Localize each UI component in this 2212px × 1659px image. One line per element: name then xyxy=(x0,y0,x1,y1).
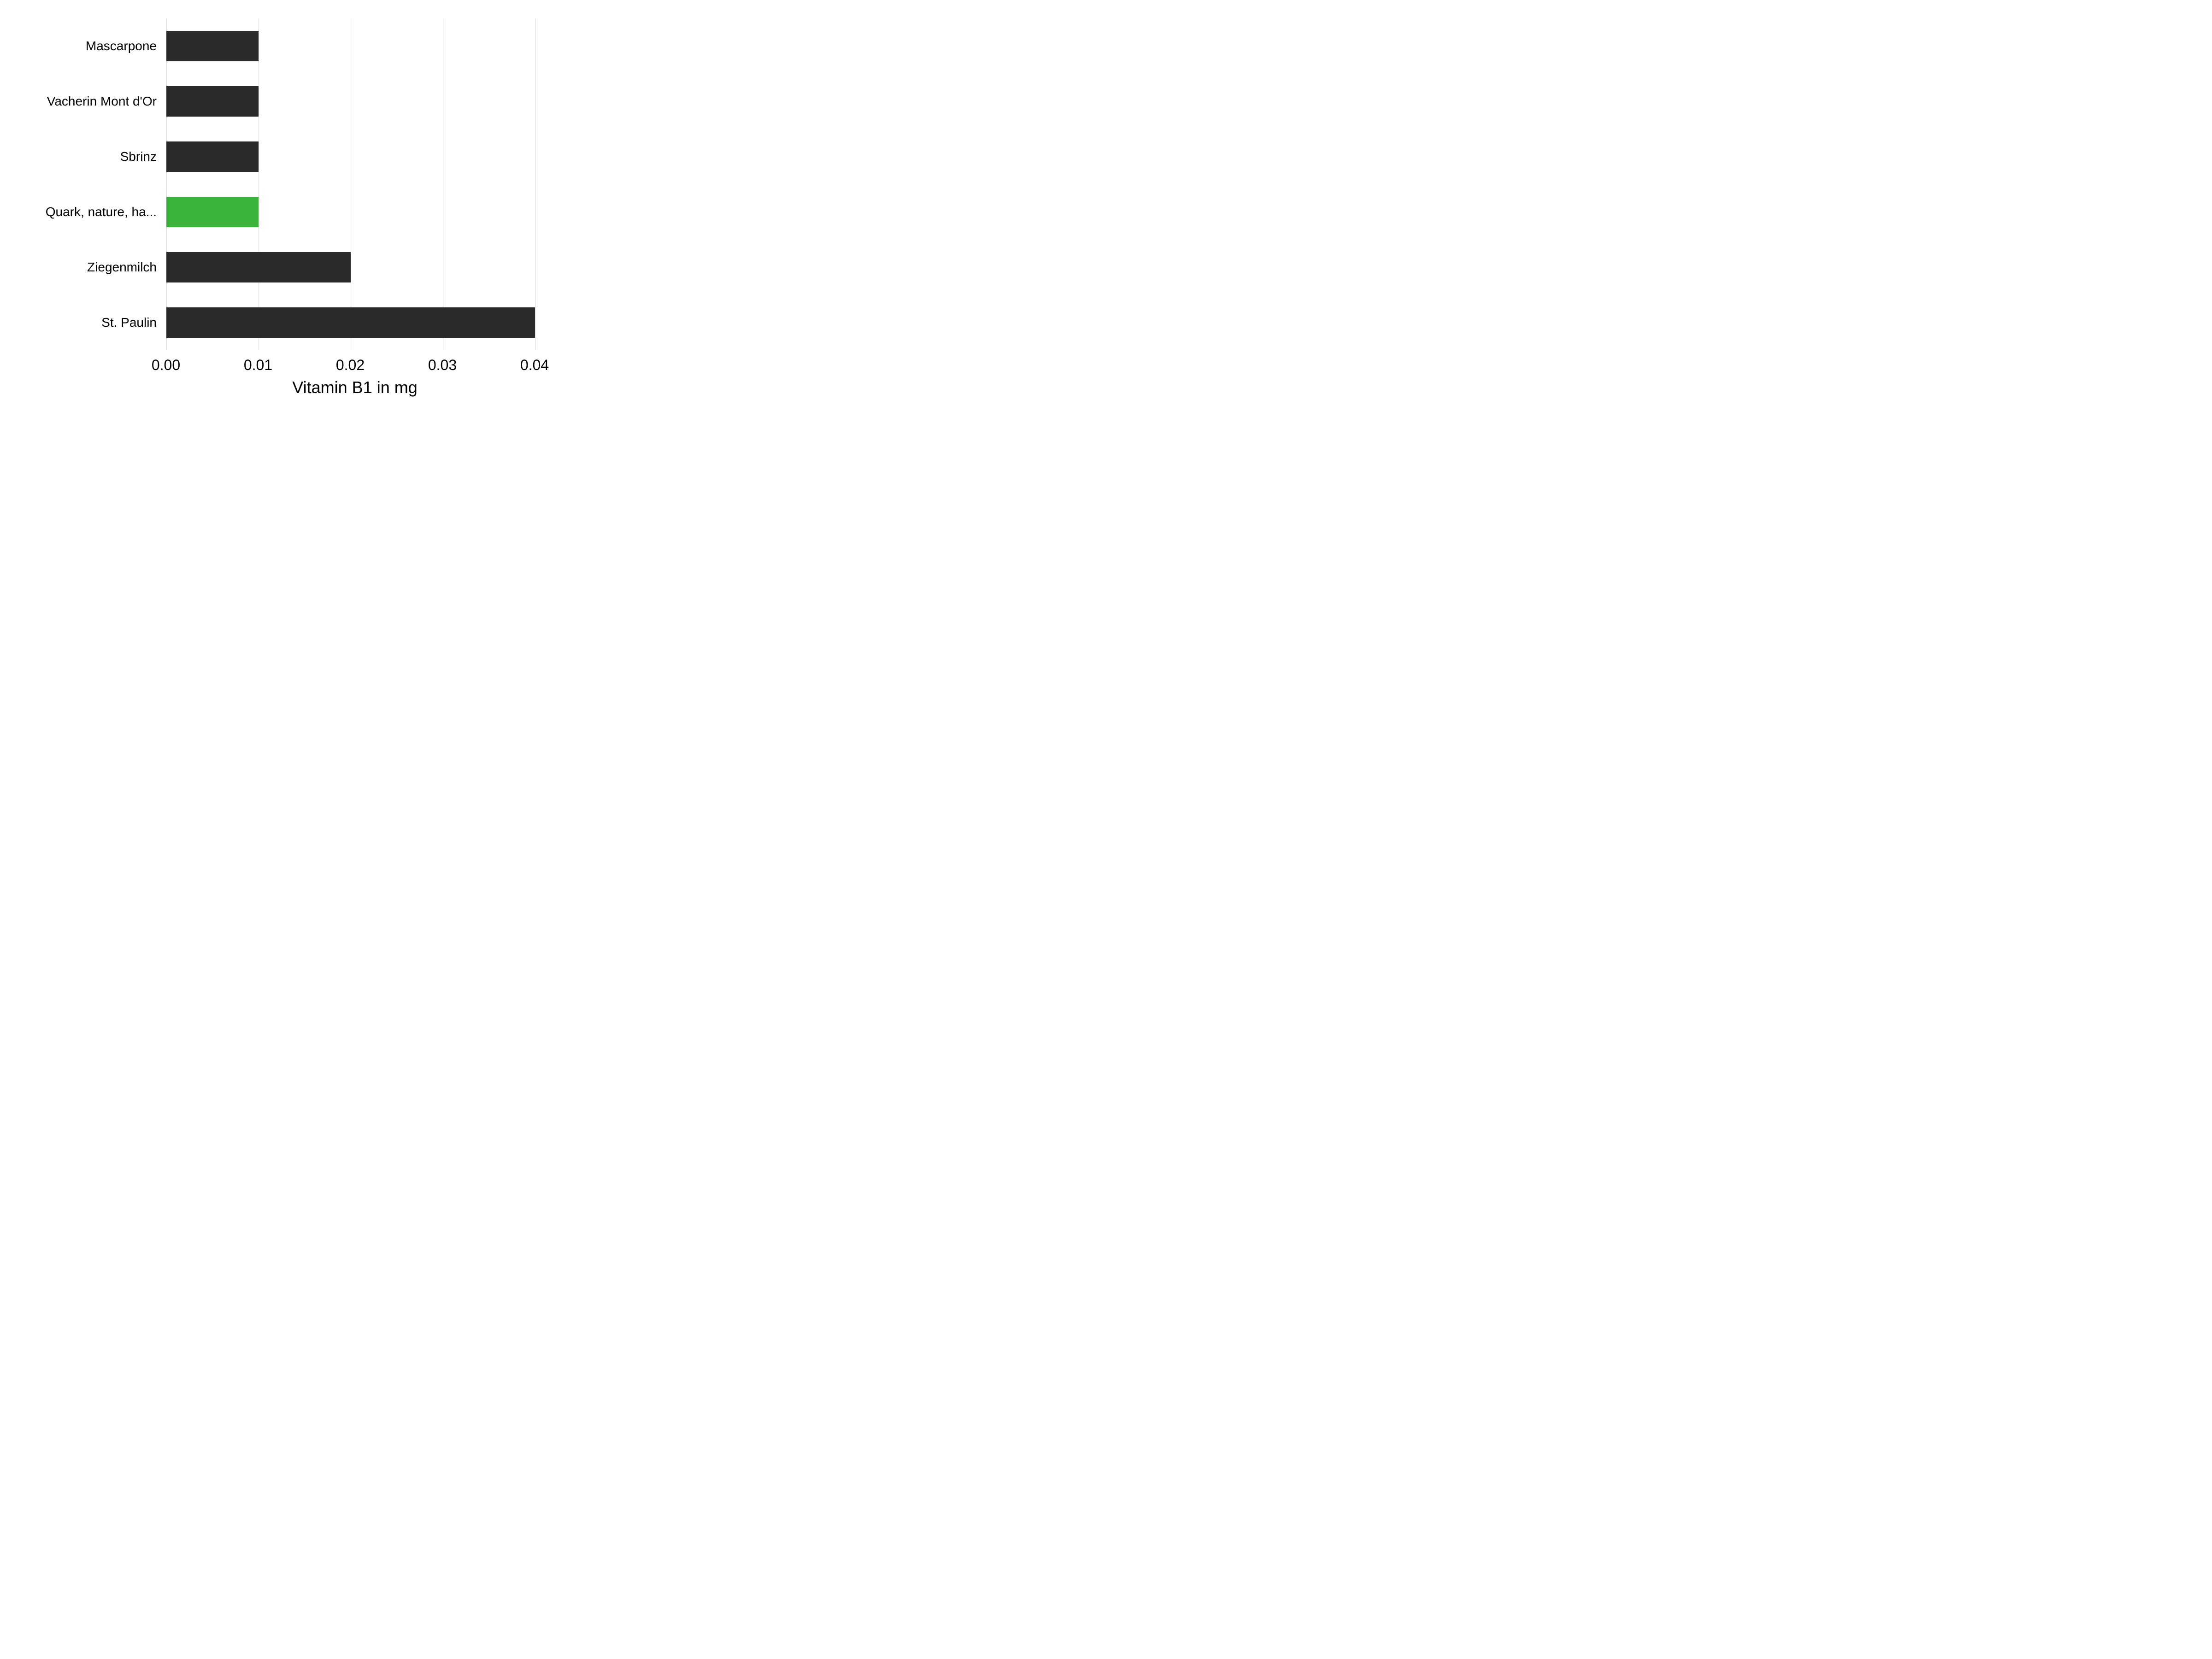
bar xyxy=(166,141,259,172)
x-tick-label: 0.02 xyxy=(336,357,365,374)
y-axis-label: Quark, nature, ha... xyxy=(0,205,157,219)
x-tick-label: 0.00 xyxy=(152,357,180,374)
bar xyxy=(166,31,259,61)
bar xyxy=(166,197,259,227)
x-tick-label: 0.01 xyxy=(244,357,272,374)
x-tick-label: 0.03 xyxy=(428,357,457,374)
vitamin-b1-bar-chart: 0.00 0.01 0.02 0.03 0.04 Mascarpone Vacherin M… xyxy=(0,0,567,424)
x-tick-label: 0.04 xyxy=(520,357,549,374)
plot-area xyxy=(166,18,544,350)
gridline xyxy=(166,18,167,350)
bar xyxy=(166,252,351,282)
x-axis-title: Vitamin B1 in mg xyxy=(292,378,417,397)
y-axis-label: Ziegenmilch xyxy=(0,260,157,275)
bar xyxy=(166,307,535,338)
bar xyxy=(166,86,259,117)
y-axis-label: Mascarpone xyxy=(0,39,157,53)
y-axis-label: St. Paulin xyxy=(0,315,157,330)
y-axis-label: Vacherin Mont d'Or xyxy=(0,94,157,109)
y-axis-label: Sbrinz xyxy=(0,149,157,164)
